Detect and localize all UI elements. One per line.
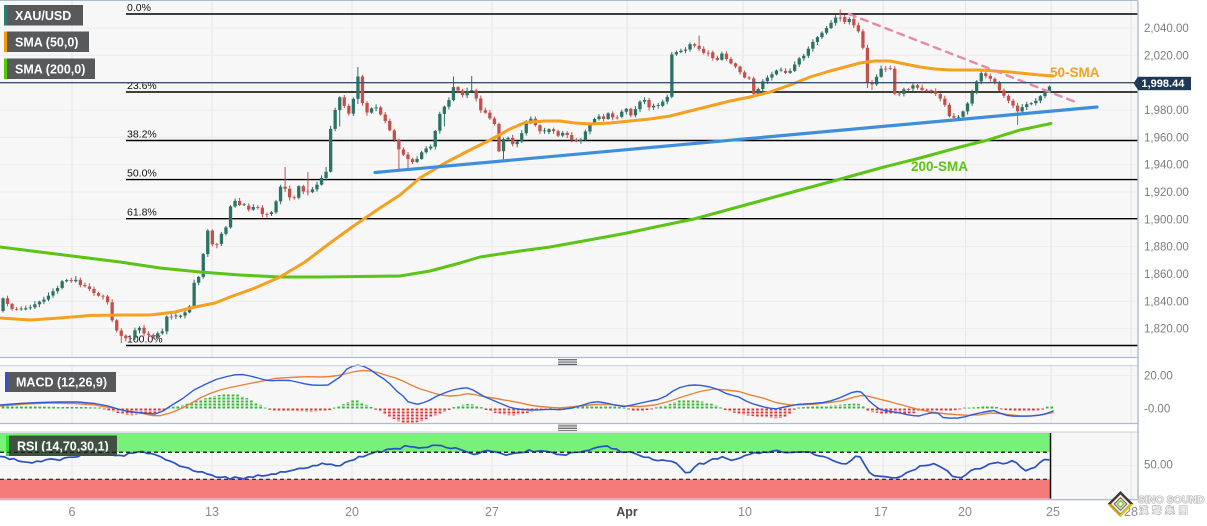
svg-text:25: 25 (1046, 505, 1060, 519)
svg-text:1,820.00: 1,820.00 (1144, 324, 1189, 336)
svg-text:1,920.00: 1,920.00 (1144, 187, 1189, 199)
svg-text:23.6%: 23.6% (127, 80, 157, 92)
svg-text:1,840.00: 1,840.00 (1144, 296, 1189, 308)
svg-text:SMA (200,0): SMA (200,0) (15, 62, 85, 76)
svg-text:2,020.00: 2,020.00 (1144, 50, 1189, 62)
svg-text:SINO SOUND: SINO SOUND (1138, 494, 1205, 506)
svg-text:1,980.00: 1,980.00 (1144, 105, 1189, 117)
svg-text:1,880.00: 1,880.00 (1144, 242, 1189, 254)
svg-text:MACD (12,26,9): MACD (12,26,9) (16, 376, 107, 390)
svg-text:13: 13 (205, 505, 219, 519)
svg-text:50.00: 50.00 (1144, 460, 1173, 472)
svg-text:20: 20 (958, 505, 972, 519)
svg-text:200-SMA: 200-SMA (911, 159, 968, 174)
svg-text:27: 27 (485, 505, 499, 519)
svg-text:1,900.00: 1,900.00 (1144, 214, 1189, 226)
svg-text:1,960.00: 1,960.00 (1144, 132, 1189, 144)
svg-text:20: 20 (345, 505, 359, 519)
svg-text:38.2%: 38.2% (127, 129, 157, 141)
svg-text:50.0%: 50.0% (127, 168, 157, 180)
svg-text:SMA (50,0): SMA (50,0) (15, 35, 78, 49)
svg-text:1,998.44: 1,998.44 (1142, 78, 1186, 90)
svg-text:RSI (14,70,30,1): RSI (14,70,30,1) (17, 439, 109, 453)
svg-text:2,040.00: 2,040.00 (1144, 23, 1189, 35)
svg-text:1,940.00: 1,940.00 (1144, 160, 1189, 172)
svg-text:61.8%: 61.8% (127, 207, 157, 219)
svg-text:1,860.00: 1,860.00 (1144, 269, 1189, 281)
svg-text:6: 6 (69, 505, 76, 519)
svg-text:Apr: Apr (616, 505, 638, 519)
svg-text:0.0%: 0.0% (127, 2, 151, 14)
svg-text:17: 17 (874, 505, 888, 519)
svg-text:10: 10 (738, 505, 752, 519)
svg-text:XAU/USD: XAU/USD (15, 9, 71, 23)
svg-text:-0.00: -0.00 (1144, 404, 1170, 416)
svg-text:漢聲集團: 漢聲集團 (1139, 505, 1192, 516)
svg-text:20.00: 20.00 (1144, 371, 1173, 383)
svg-text:50-SMA: 50-SMA (1050, 65, 1100, 80)
